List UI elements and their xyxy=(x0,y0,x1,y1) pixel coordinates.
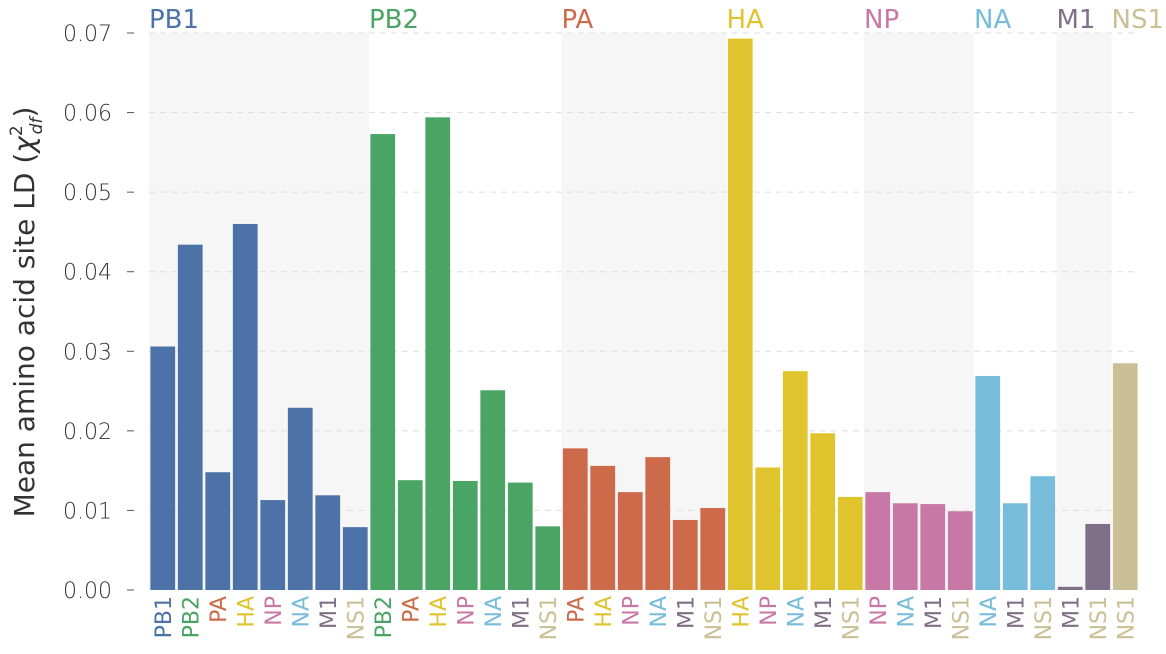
bar-pa-ha xyxy=(590,465,616,590)
bar-pb1-pb2 xyxy=(177,244,203,590)
bar-pa-pa xyxy=(562,448,588,590)
bar-pb2-pa xyxy=(397,480,423,590)
bar-pb2-np xyxy=(452,480,478,590)
bar-ha-m1 xyxy=(810,433,836,590)
group-labels: PB1 PB2 PA HA NP NA M1 NS1 xyxy=(149,5,1164,35)
x-tick-labels: PB1 PB2 PA HA NP NA M1 NS1 PB2 PA HA NP NA M1 NS1 PA HA N… xyxy=(152,596,1140,640)
x-tick-label: PA xyxy=(399,596,424,623)
x-tick-label: M1 xyxy=(674,596,699,629)
bar-np-np xyxy=(865,492,891,590)
x-tick-label: NS1 xyxy=(949,596,974,640)
x-tick-label: NA xyxy=(482,596,507,628)
y-tick-label: 0.04 xyxy=(63,261,112,286)
x-tick-label: PA xyxy=(207,596,232,623)
x-tick-label: NP xyxy=(454,596,479,626)
x-tick-label: NS1 xyxy=(1032,596,1057,640)
y-tick-label: 0.01 xyxy=(63,499,112,524)
group-shading-layer xyxy=(149,33,1112,590)
bar-pb1-na xyxy=(287,407,313,590)
x-tick-label: M1 xyxy=(922,596,947,629)
group-label-m1: M1 xyxy=(1057,5,1096,35)
bar-pb1-pb1 xyxy=(150,346,176,590)
x-tick-label: M1 xyxy=(812,596,837,629)
bar-pb1-ns1 xyxy=(342,527,368,590)
group-label-pb1: PB1 xyxy=(149,5,199,35)
bar-ha-ns1 xyxy=(837,496,863,590)
x-tick-label: NA xyxy=(894,596,919,628)
y-tick-label: 0.02 xyxy=(63,420,112,445)
bar-pa-np xyxy=(617,492,643,590)
y-tick-label: 0.03 xyxy=(63,340,112,365)
bar-np-m1 xyxy=(920,504,946,590)
x-tick-label: NP xyxy=(619,596,644,626)
x-tick-label: PB2 xyxy=(372,596,397,638)
gridlines xyxy=(149,32,1139,511)
bar-m1-ns1 xyxy=(1085,523,1111,590)
x-tick-label: NA xyxy=(647,596,672,628)
bar-np-na xyxy=(892,503,918,590)
bar-pa-ns1 xyxy=(700,508,726,590)
x-tick-label: NA xyxy=(784,596,809,628)
bar-pb1-ha xyxy=(232,223,258,590)
bar-pb1-pa xyxy=(205,472,231,590)
bar-pb2-pb2 xyxy=(370,134,396,590)
group-shade-m1 xyxy=(1056,33,1112,590)
bar-ha-na xyxy=(782,371,808,590)
x-tick-label: HA xyxy=(427,596,452,628)
bars-layer xyxy=(150,38,1138,591)
x-tick-label: NS1 xyxy=(839,596,864,640)
x-tick-label: PB1 xyxy=(152,596,177,638)
group-shade-pa xyxy=(561,33,727,590)
x-tick-label: M1 xyxy=(1004,596,1029,629)
x-tick-label: HA xyxy=(234,596,259,628)
group-label-na: NA xyxy=(974,5,1011,35)
x-tick-label: NA xyxy=(289,596,314,628)
bar-pa-m1 xyxy=(672,519,698,590)
bar-na-m1 xyxy=(1002,503,1028,590)
bar-na-ns1 xyxy=(1030,476,1056,590)
bar-pb2-na xyxy=(480,390,506,590)
y-tick-label: 0.07 xyxy=(63,22,112,47)
bar-m1-m1 xyxy=(1057,586,1083,590)
bar-ha-ha xyxy=(727,38,753,590)
x-tick-label: NP xyxy=(867,596,892,626)
y-tick-label: 0.06 xyxy=(63,102,112,127)
x-tick-label: HA xyxy=(592,596,617,628)
x-tick-label: NS1 xyxy=(1087,596,1112,640)
y-tick-label: 0.00 xyxy=(63,579,112,604)
group-label-ns1: NS1 xyxy=(1112,5,1165,35)
x-tick-label: NS1 xyxy=(344,596,369,640)
x-tick-label: NS1 xyxy=(537,596,562,640)
x-tick-label: M1 xyxy=(317,596,342,629)
group-label-pb2: PB2 xyxy=(369,5,419,35)
bar-na-na xyxy=(975,375,1001,590)
bar-ha-np xyxy=(755,467,781,590)
bar-pb2-ns1 xyxy=(535,526,561,590)
bar-pb1-m1 xyxy=(315,495,341,590)
x-tick-label: NP xyxy=(757,596,782,626)
y-axis: 0.00 0.01 0.02 0.03 0.04 0.05 0.06 0.07 xyxy=(63,22,134,604)
group-label-np: NP xyxy=(864,5,899,35)
group-label-ha: HA xyxy=(727,5,765,35)
group-label-pa: PA xyxy=(562,5,594,35)
bar-np-ns1 xyxy=(947,511,973,590)
x-tick-label: NS1 xyxy=(1114,596,1139,640)
bar-pb2-ha xyxy=(425,117,451,591)
x-tick-label: NA xyxy=(977,596,1002,628)
x-tick-label: PB2 xyxy=(179,596,204,638)
x-tick-label: NP xyxy=(262,596,287,626)
x-tick-label: M1 xyxy=(1059,596,1084,629)
bar-pa-na xyxy=(645,457,671,590)
x-tick-label: NS1 xyxy=(702,596,727,640)
y-axis-label: Mean amino acid site LD (χ2df) xyxy=(7,107,47,518)
bar-pb1-np xyxy=(260,500,286,590)
x-tick-label: HA xyxy=(729,596,754,628)
x-tick-label: PA xyxy=(564,596,589,623)
bar-pb2-m1 xyxy=(507,482,533,590)
y-tick-label: 0.05 xyxy=(63,181,112,206)
bar-ns1-ns1 xyxy=(1112,363,1138,590)
x-tick-label: M1 xyxy=(509,596,534,629)
